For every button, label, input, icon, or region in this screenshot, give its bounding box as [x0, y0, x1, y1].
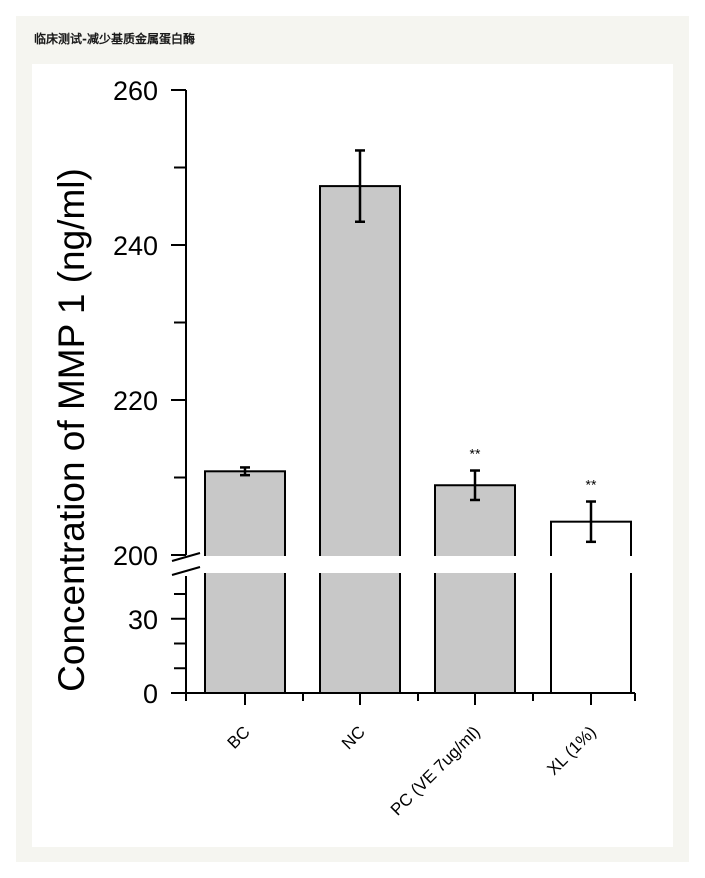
y-tick-label: 220: [113, 386, 158, 416]
y-tick-label: 30: [128, 605, 158, 635]
y-tick-label: 0: [143, 679, 158, 709]
bar: [204, 470, 286, 694]
bar: [434, 484, 516, 694]
x-tick-label: BC: [224, 722, 254, 752]
chart-panel: 200 220 240 260 0 30 BC NC PC (VE 7ug/ml) XL (1%)…: [32, 64, 673, 847]
card-title: 临床测试-减少基质金属蛋白酶: [34, 32, 195, 46]
bar: [319, 185, 401, 694]
x-tick-label: NC: [338, 722, 369, 753]
significance-marker: **: [586, 477, 597, 493]
significance-marker: **: [470, 446, 481, 462]
chart-card: 临床测试-减少基质金属蛋白酶 200 220 240 260 0 30 BC NC PC (VE…: [16, 16, 689, 862]
x-tick-label: PC (VE 7ug/ml): [387, 722, 484, 819]
y-tick-label: 200: [113, 541, 158, 571]
bar: [550, 520, 632, 694]
mmp1-bar-chart: 200 220 240 260 0 30 BC NC PC (VE 7ug/ml) XL (1%)…: [51, 76, 637, 819]
axis-break-band: [188, 556, 637, 573]
y-tick-label: 240: [113, 231, 158, 261]
y-axis-label: Concentration of MMP 1 (ng/ml): [51, 168, 92, 692]
axis-break-slash: [171, 552, 201, 562]
y-tick-label: 260: [113, 76, 158, 106]
x-tick-label: XL (1%): [543, 722, 599, 778]
axis-break-slash: [171, 566, 201, 576]
